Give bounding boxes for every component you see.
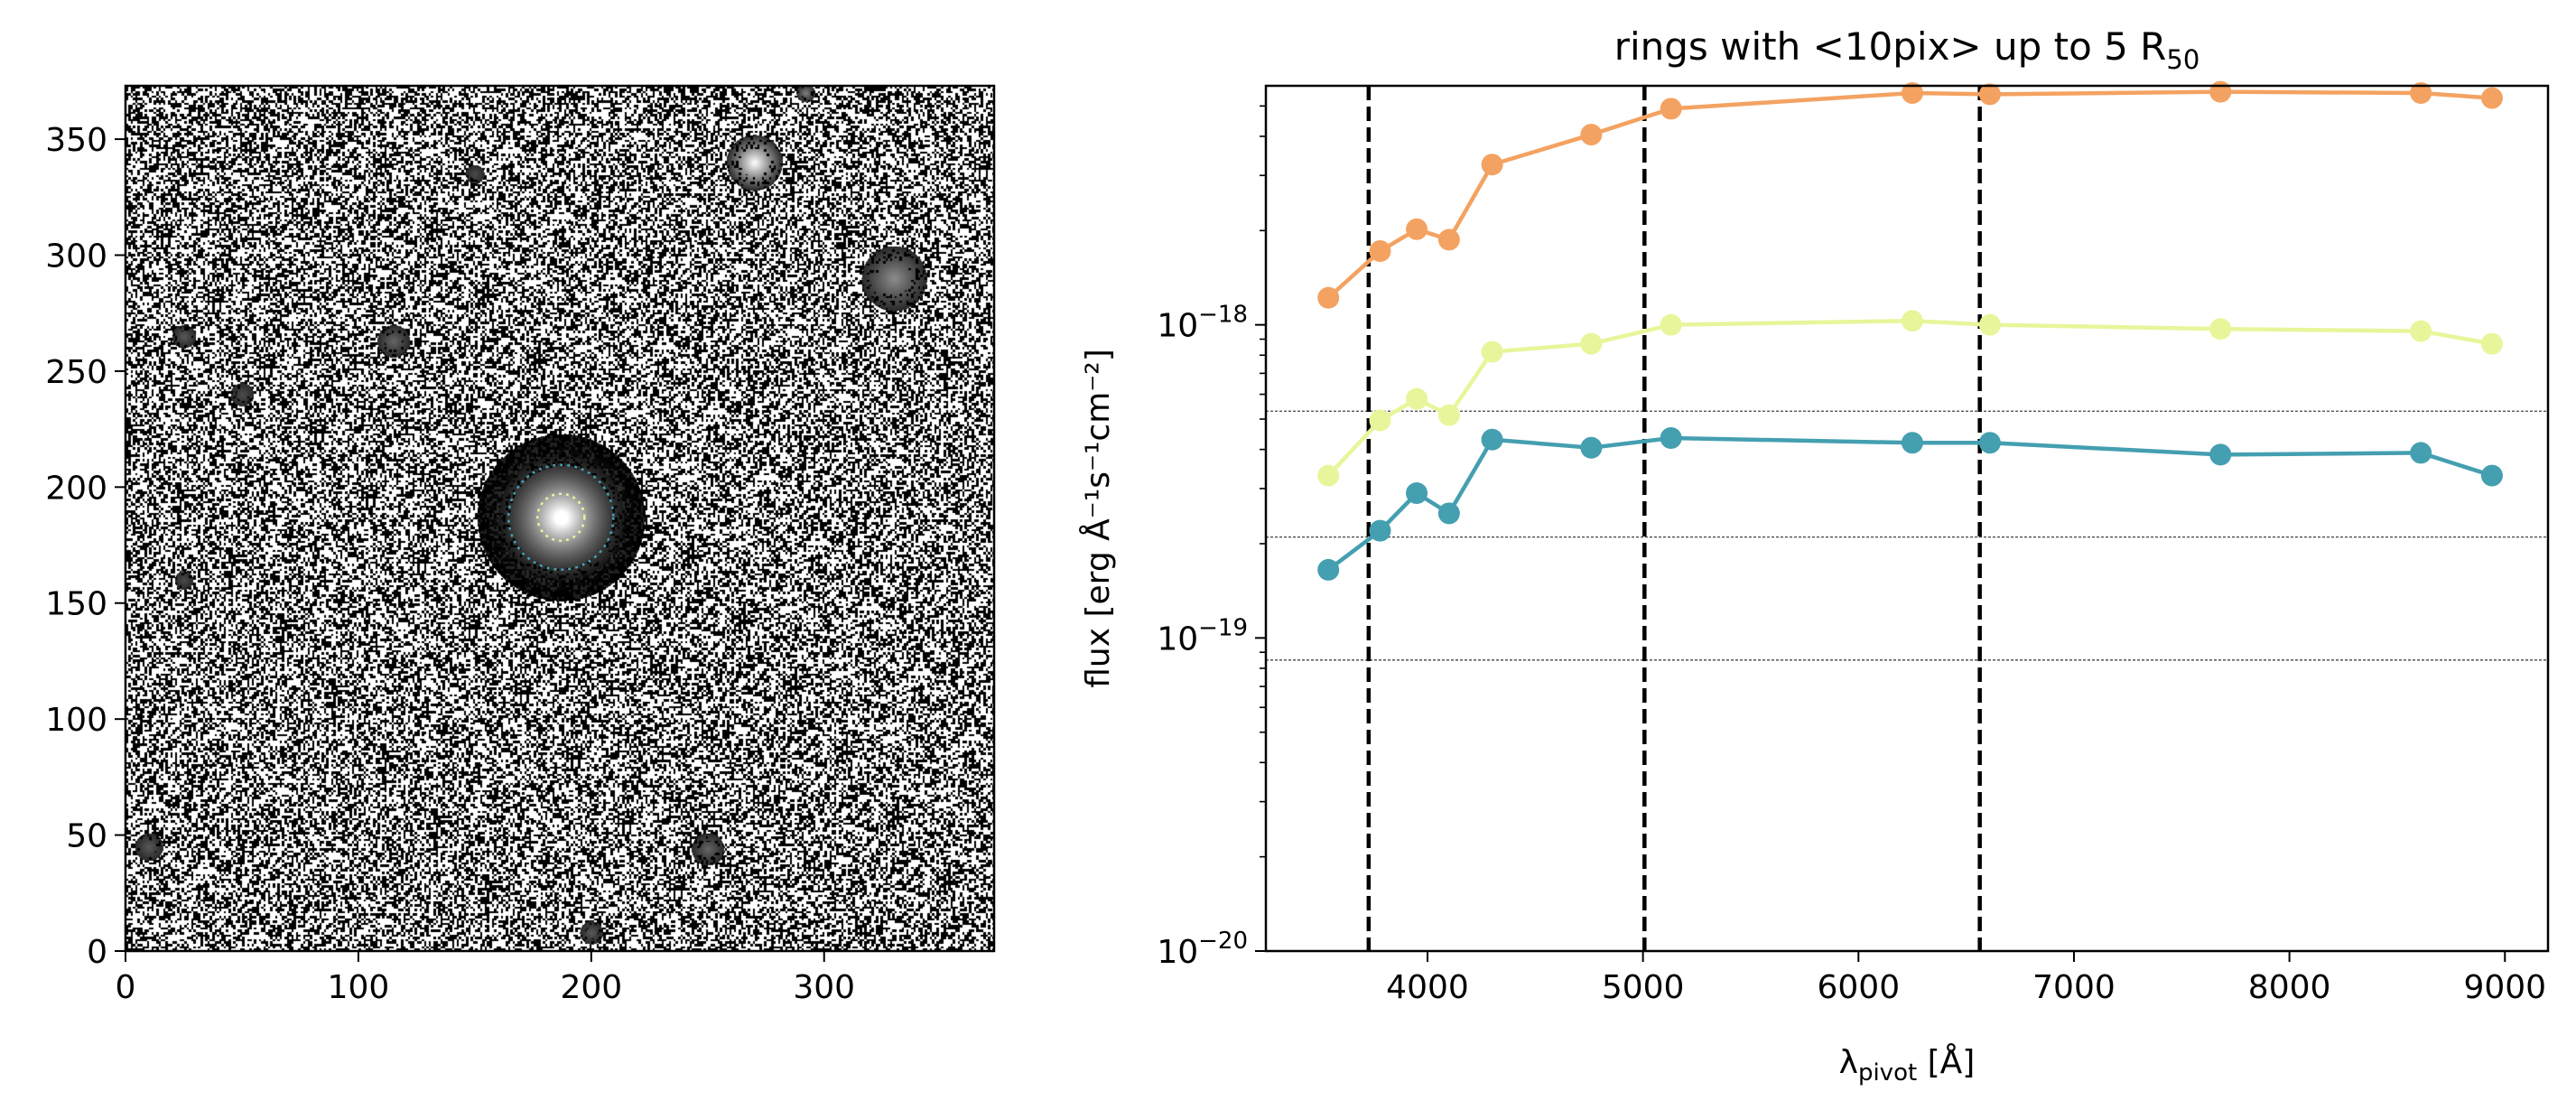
inner-aperture-ring xyxy=(536,492,586,542)
y-tick-exponent: −18 xyxy=(1198,302,1248,329)
data-point xyxy=(1481,154,1503,176)
left-y-axis: 0 50 100 150 200 250 300 350 xyxy=(45,122,126,971)
data-point xyxy=(1660,98,1682,120)
data-point xyxy=(1317,558,1340,581)
left-image-panel: 0 100 200 300 0 50 100 150 200 250 300 350 xyxy=(45,84,996,1006)
left-y-tick-label: 0 xyxy=(87,934,107,971)
data-point xyxy=(2410,320,2432,342)
left-x-tick-label: 300 xyxy=(793,969,855,1006)
left-y-tick-label: 350 xyxy=(45,122,107,159)
chart-title-subscript: 50 xyxy=(2166,44,2199,75)
data-point xyxy=(1978,83,2001,106)
right-y-tick-label: 10−18 xyxy=(1157,302,1248,345)
data-point xyxy=(1660,313,1682,336)
right-y-tick-label: 10−19 xyxy=(1157,614,1248,658)
left-x-axis: 0 100 200 300 xyxy=(116,951,855,1006)
y-tick-exponent: −19 xyxy=(1198,614,1248,641)
data-point xyxy=(2410,81,2432,104)
data-point xyxy=(1437,404,1460,426)
vertical-dashed-lines xyxy=(1366,86,1982,951)
series-line xyxy=(1326,89,2493,300)
data-point xyxy=(1660,426,1682,449)
left-x-tick-label: 100 xyxy=(328,969,390,1006)
chart-title: rings with <10pix> up to 5 R50 xyxy=(1614,24,2200,75)
data-point xyxy=(2209,318,2232,340)
series-1 xyxy=(1317,80,2503,309)
left-y-tick-label: 300 xyxy=(45,238,107,275)
left-y-tick-label: 250 xyxy=(45,354,107,391)
aperture-rings xyxy=(507,463,615,571)
x-axis-label-symbol: λ xyxy=(1839,1044,1858,1081)
series-3 xyxy=(1317,426,2503,581)
data-point xyxy=(1369,409,1391,432)
right-chart-panel: 4000 5000 6000 7000 8000 9000 10−2010−1910−18… xyxy=(1078,24,2550,1087)
data-point xyxy=(1481,428,1503,451)
left-y-tick-label: 200 xyxy=(45,470,107,507)
data-point xyxy=(1901,81,1923,104)
right-x-tick-label: 8000 xyxy=(2248,969,2331,1006)
right-x-axis: 4000 5000 6000 7000 8000 9000 xyxy=(1386,951,2546,1006)
data-point xyxy=(1580,332,1603,355)
x-axis-label-unit: [Å] xyxy=(1917,1042,1975,1081)
noise-image xyxy=(126,86,994,951)
data-point xyxy=(2480,87,2503,109)
x-axis-label: λpivot [Å] xyxy=(1839,1042,1976,1087)
right-x-tick-label: 7000 xyxy=(2032,969,2116,1006)
horizontal-dotted-lines xyxy=(1266,410,2548,661)
right-y-tick-label: 10−20 xyxy=(1157,928,1248,971)
series-2 xyxy=(1317,310,2503,487)
y-axis-label: flux [erg Å⁻¹s⁻¹cm⁻²] xyxy=(1078,349,1117,688)
data-point xyxy=(1437,502,1460,525)
image-frame xyxy=(124,84,996,953)
left-y-tick-label: 50 xyxy=(66,818,107,855)
x-axis-label-subscript: pivot xyxy=(1858,1059,1917,1087)
right-x-tick-label: 6000 xyxy=(1817,969,1900,1006)
left-x-tick-label: 200 xyxy=(560,969,622,1006)
right-x-tick-label: 9000 xyxy=(2463,969,2546,1006)
data-point xyxy=(1580,436,1603,459)
noise-image-holder xyxy=(126,86,994,951)
data-point xyxy=(1901,432,1923,454)
chart-title-main: rings with <10pix> up to 5 R xyxy=(1614,24,2167,69)
data-point xyxy=(2209,443,2232,466)
y-tick-base: 10 xyxy=(1157,934,1198,971)
data-point xyxy=(2209,80,2232,103)
data-point xyxy=(1317,286,1340,309)
left-y-tick-label: 150 xyxy=(45,586,107,623)
series-layer xyxy=(1317,80,2503,581)
data-point xyxy=(1369,240,1391,263)
left-x-tick-label: 0 xyxy=(116,969,136,1006)
data-point xyxy=(1406,218,1428,240)
data-point xyxy=(1369,519,1391,542)
data-point xyxy=(1406,387,1428,410)
y-tick-base: 10 xyxy=(1157,620,1198,658)
left-y-tick-label: 100 xyxy=(45,702,107,739)
data-point xyxy=(1406,482,1428,505)
series-line xyxy=(1326,435,2493,572)
y-tick-base: 10 xyxy=(1157,308,1198,345)
data-point xyxy=(1901,310,1923,332)
outer-aperture-ring xyxy=(507,463,615,571)
data-point xyxy=(1437,229,1460,251)
data-point xyxy=(1317,464,1340,487)
data-point xyxy=(1580,124,1603,146)
data-point xyxy=(2410,442,2432,464)
y-tick-exponent: −20 xyxy=(1198,928,1248,955)
plot-frame xyxy=(1264,84,2550,953)
data-point xyxy=(1978,432,2001,454)
data-point xyxy=(1481,340,1503,363)
right-x-tick-label: 4000 xyxy=(1386,969,1469,1006)
data-point xyxy=(2480,464,2503,487)
data-point xyxy=(1978,313,2001,336)
right-x-tick-label: 5000 xyxy=(1602,969,1685,1006)
data-point xyxy=(2480,332,2503,355)
